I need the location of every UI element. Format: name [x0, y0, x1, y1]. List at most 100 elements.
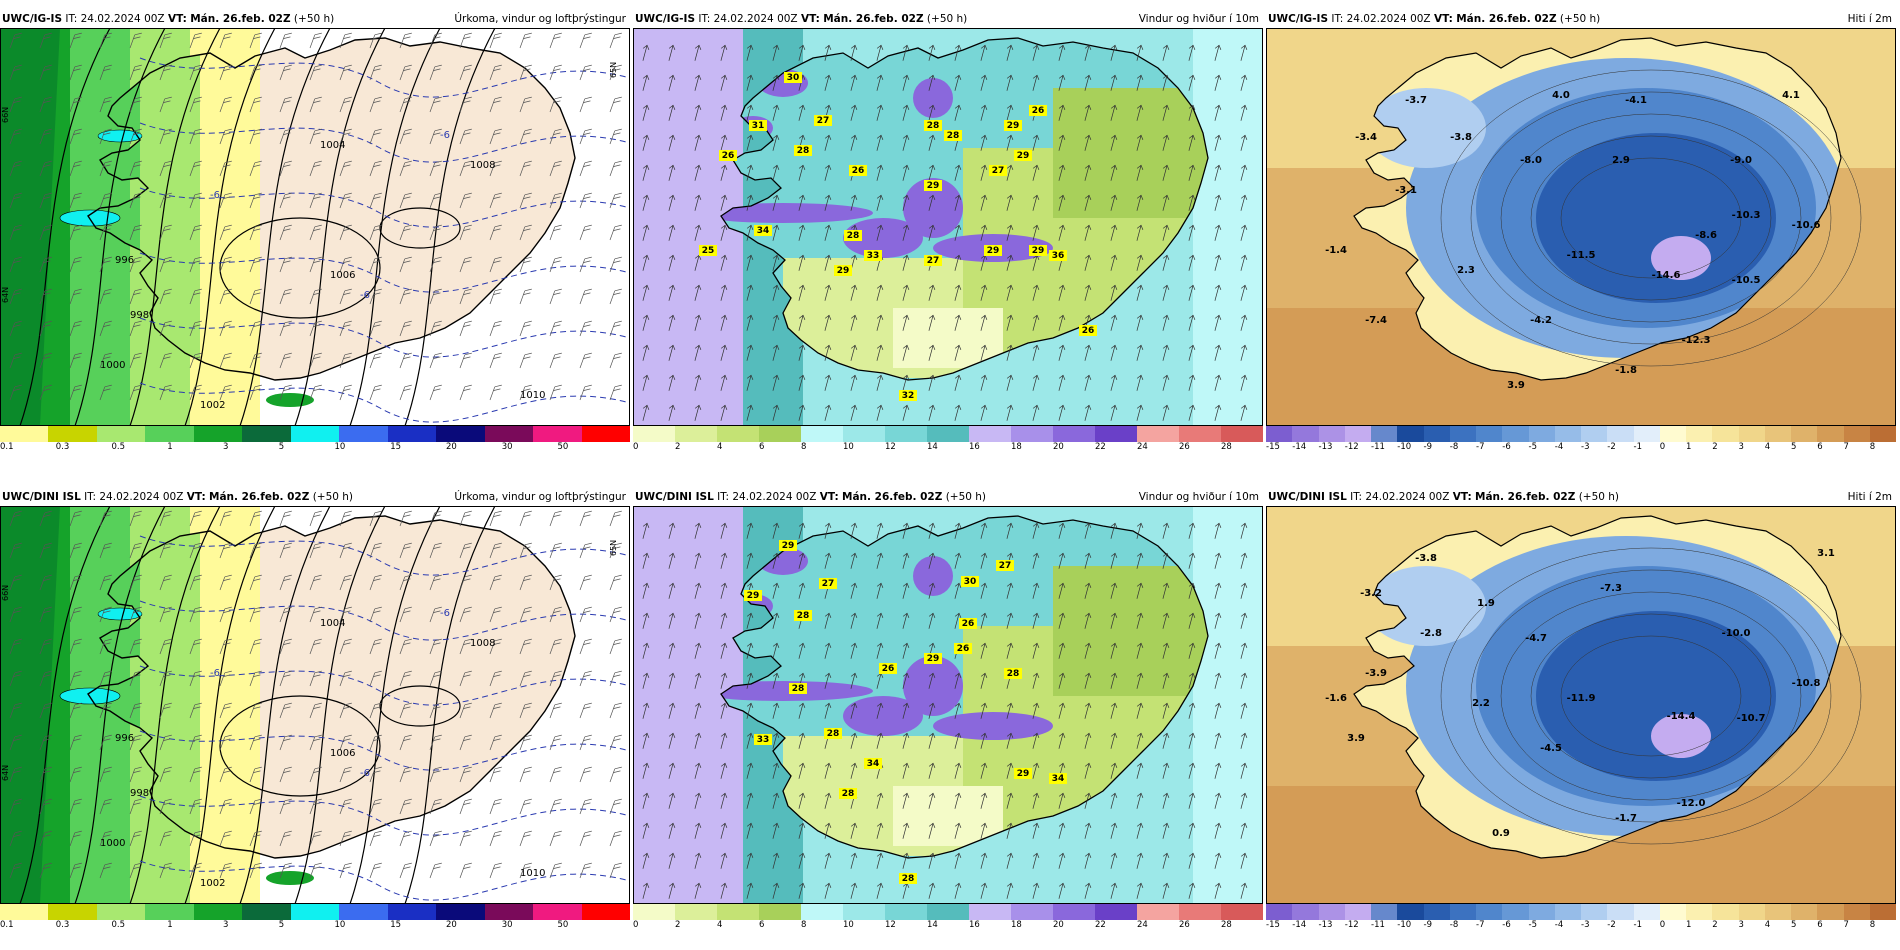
isobar — [379, 207, 461, 249]
wind-barb — [309, 798, 322, 815]
colorbar-tick-label: 3 — [1738, 442, 1744, 452]
colorbar-tick-label: -12 — [1344, 920, 1359, 930]
wind-arrow — [694, 582, 702, 599]
wind-arrow — [876, 642, 884, 659]
wind-arrow — [954, 194, 962, 211]
wind-barb — [219, 542, 232, 559]
wind-arrow — [902, 822, 910, 839]
wind-barb — [39, 192, 52, 209]
wind-arrow — [1214, 822, 1222, 839]
wind-barb — [549, 128, 562, 145]
wind-arrow — [850, 732, 858, 749]
wind-arrow — [798, 732, 806, 749]
wind-arrow — [824, 134, 832, 151]
wind-arrow — [1032, 762, 1040, 779]
wind-barb — [99, 192, 112, 209]
colorbar-swatch — [1686, 904, 1713, 920]
wind-barb — [159, 192, 172, 209]
wind-barb — [579, 384, 592, 401]
model-name: UWC/IG-IS — [1268, 13, 1329, 25]
colorbar-tick-label: 0.1 — [0, 920, 14, 930]
wind-barb — [309, 510, 322, 527]
wind-barb — [279, 320, 292, 337]
isobar — [349, 28, 441, 426]
wind-barb — [339, 32, 352, 49]
isotherm — [1500, 591, 1802, 801]
colorbar-tick-label: -2 — [1607, 920, 1616, 930]
wind-arrow — [1136, 314, 1144, 331]
contour-label: 1002 — [200, 878, 225, 889]
wind-arrow — [1032, 882, 1040, 899]
wind-arrow — [954, 254, 962, 271]
wind-barb — [549, 64, 562, 81]
wind-arrow — [746, 134, 754, 151]
wind-arrow — [1240, 612, 1248, 629]
wind-barb — [39, 510, 52, 527]
wind-arrow — [642, 344, 650, 361]
isobar — [219, 217, 381, 319]
gust-label: 26 — [852, 166, 865, 176]
colorbar-swatch — [145, 904, 194, 920]
wind-arrow — [876, 552, 884, 569]
wind-arrow — [1162, 314, 1170, 331]
wind-arrow — [1214, 672, 1222, 689]
wind-arrow — [1058, 552, 1066, 569]
wind-barb — [39, 64, 52, 81]
wind-barb — [99, 160, 112, 177]
temp-label: -1.4 — [1325, 245, 1347, 256]
wind-arrow — [1214, 582, 1222, 599]
wind-barb — [489, 830, 502, 847]
wind-arrow — [746, 224, 754, 241]
wind-barb — [549, 288, 562, 305]
wind-arrow — [720, 314, 728, 331]
temp-label: -1.8 — [1615, 365, 1637, 376]
wind-arrow — [850, 852, 858, 869]
wind-barb — [339, 702, 352, 719]
wind-barb — [309, 830, 322, 847]
wind-arrow — [1032, 522, 1040, 539]
wind-arrow — [954, 702, 962, 719]
wind-arrow — [1162, 404, 1170, 421]
contour-label: 1004 — [320, 140, 345, 151]
wind-arrow — [1188, 374, 1196, 391]
wind-arrow — [1058, 374, 1066, 391]
wind-barb — [429, 96, 442, 113]
wind-arrow — [1110, 762, 1118, 779]
wind-arrow — [798, 224, 806, 241]
wind-arrow — [1110, 374, 1118, 391]
wind-barb — [99, 606, 112, 623]
wind-barb — [249, 798, 262, 815]
wind-arrow — [772, 404, 780, 421]
wind-arrow — [1188, 852, 1196, 869]
wind-arrow — [1136, 612, 1144, 629]
colorbar-swatch — [1817, 426, 1844, 442]
wind-arrow — [928, 404, 936, 421]
wind-barb — [219, 574, 232, 591]
wind-barb — [369, 830, 382, 847]
model-name: UWC/IG-IS — [2, 13, 63, 25]
wind-barb — [219, 766, 232, 783]
wind-arrow — [668, 732, 676, 749]
colorbar-swatch — [1738, 904, 1765, 920]
wind-arrow — [876, 732, 884, 749]
colorbar-tick-label: 5 — [1791, 442, 1797, 452]
wind-barb — [429, 510, 442, 527]
contour-label: -6 — [440, 130, 450, 141]
wind-arrow — [1006, 44, 1014, 61]
colorbar-tick-label: 14 — [927, 920, 938, 930]
wind-barb — [519, 192, 532, 209]
gust-maximum — [903, 178, 963, 238]
colorbar-tick-label: -12 — [1344, 442, 1359, 452]
colorbar-swatch — [1221, 426, 1263, 442]
wind-arrow — [798, 702, 806, 719]
wind-arrow — [772, 762, 780, 779]
wind-barb — [309, 256, 322, 273]
gust-label: 29 — [782, 541, 795, 551]
wind-barb — [609, 96, 622, 113]
wind-barb — [369, 766, 382, 783]
wind-arrow — [1240, 164, 1248, 181]
colorbar-tick-label: 8 — [1869, 920, 1876, 930]
wind-arrow — [902, 164, 910, 181]
wind-barb — [609, 830, 622, 847]
wind-arrow — [798, 44, 806, 61]
